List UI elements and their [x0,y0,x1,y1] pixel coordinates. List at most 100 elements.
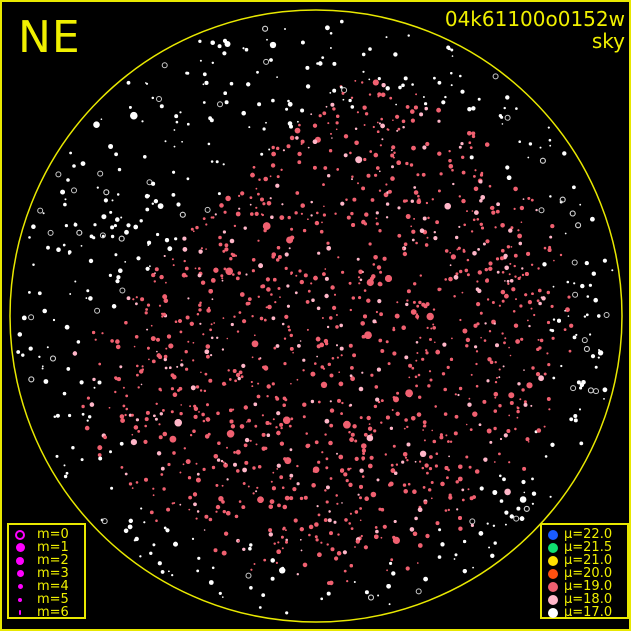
star [286,284,290,288]
star [338,454,344,460]
brightness-swatch [548,581,558,592]
star [270,215,274,219]
star [359,468,364,473]
star [312,466,320,473]
star [477,97,481,101]
star [111,304,117,309]
star [401,83,405,88]
star [483,457,488,462]
star [324,433,327,436]
star [473,186,479,192]
star [356,111,359,114]
star [233,315,236,318]
star [593,388,599,395]
star [594,365,598,369]
star [342,550,347,555]
star [244,437,250,443]
star [456,248,459,251]
star [503,433,508,438]
star [438,528,442,532]
star [415,359,418,362]
star [500,289,506,295]
star [42,308,47,314]
star [409,163,414,167]
star [395,463,398,466]
star [216,336,219,339]
star [460,142,464,146]
star [143,155,147,159]
star [238,207,241,210]
star [550,224,555,229]
star [310,371,316,377]
star [63,202,67,207]
star [519,205,525,211]
star [519,496,527,503]
star [583,315,587,318]
star [234,379,237,383]
star [469,428,473,431]
star [415,93,417,96]
star [516,409,520,414]
star [256,394,261,399]
star [253,563,256,565]
star [209,328,212,332]
star [276,411,281,416]
star [343,134,349,139]
star [504,488,511,496]
star [527,319,529,322]
star [98,456,103,461]
star [433,231,436,234]
star [445,434,448,437]
star [415,384,418,388]
star [438,287,442,291]
star [462,328,468,334]
star [213,548,218,553]
star [235,276,240,281]
star [433,76,436,80]
star [257,382,260,385]
star [499,437,503,441]
star [130,111,138,120]
star [117,193,120,196]
star [212,216,215,219]
star [123,528,129,534]
star [300,549,303,552]
star [180,363,184,367]
star [324,268,327,270]
star [152,543,156,547]
star [474,210,479,215]
star [224,247,229,252]
star [94,338,97,341]
star [217,44,222,49]
star [510,226,514,230]
star [250,172,255,178]
star [119,414,125,419]
star [252,466,256,470]
star [590,354,596,359]
star [465,455,469,459]
star [416,412,422,417]
star [215,504,221,510]
star [421,466,424,470]
star [549,495,552,498]
star [284,28,286,30]
star [361,52,366,57]
star [342,98,345,101]
star [319,342,325,348]
star [461,170,466,175]
star [376,367,381,372]
star [115,339,120,344]
star [80,161,86,167]
star [152,494,155,497]
star [583,346,590,352]
star [354,439,358,443]
star [210,40,215,45]
star [519,398,522,401]
star [385,202,390,206]
star [202,333,205,336]
star [498,376,501,379]
star [222,596,224,598]
star [62,391,67,396]
star [321,317,324,319]
star [444,249,449,253]
